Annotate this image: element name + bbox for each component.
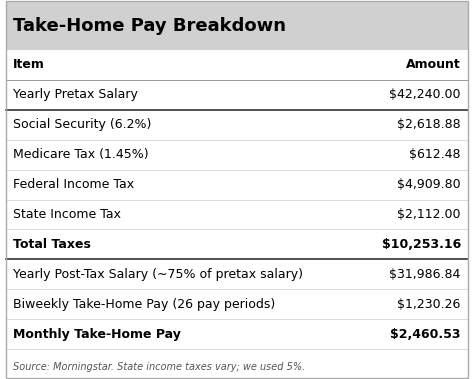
Text: $2,460.53: $2,460.53 — [390, 328, 461, 341]
Text: Medicare Tax (1.45%): Medicare Tax (1.45%) — [13, 148, 149, 161]
Text: Amount: Amount — [406, 58, 461, 72]
Text: Take-Home Pay Breakdown: Take-Home Pay Breakdown — [13, 17, 286, 35]
Text: Federal Income Tax: Federal Income Tax — [13, 178, 134, 191]
Text: Total Taxes: Total Taxes — [13, 238, 91, 251]
Text: Source: Morningstar. State income taxes vary; we used 5%.: Source: Morningstar. State income taxes … — [13, 362, 305, 372]
Text: Biweekly Take-Home Pay (26 pay periods): Biweekly Take-Home Pay (26 pay periods) — [13, 298, 275, 311]
Text: $2,112.00: $2,112.00 — [397, 208, 461, 221]
Text: $612.48: $612.48 — [410, 148, 461, 161]
Text: $42,240.00: $42,240.00 — [389, 88, 461, 101]
Text: $4,909.80: $4,909.80 — [397, 178, 461, 191]
Text: Item: Item — [13, 58, 45, 72]
FancyBboxPatch shape — [6, 2, 468, 50]
Text: $2,618.88: $2,618.88 — [397, 118, 461, 131]
Text: State Income Tax: State Income Tax — [13, 208, 121, 221]
Text: $1,230.26: $1,230.26 — [398, 298, 461, 311]
Text: $31,986.84: $31,986.84 — [390, 268, 461, 281]
Text: Yearly Pretax Salary: Yearly Pretax Salary — [13, 88, 138, 101]
Text: Yearly Post-Tax Salary (∼75% of pretax salary): Yearly Post-Tax Salary (∼75% of pretax s… — [13, 268, 303, 281]
Text: Monthly Take-Home Pay: Monthly Take-Home Pay — [13, 328, 181, 341]
Text: $10,253.16: $10,253.16 — [382, 238, 461, 251]
Text: Social Security (6.2%): Social Security (6.2%) — [13, 118, 152, 131]
